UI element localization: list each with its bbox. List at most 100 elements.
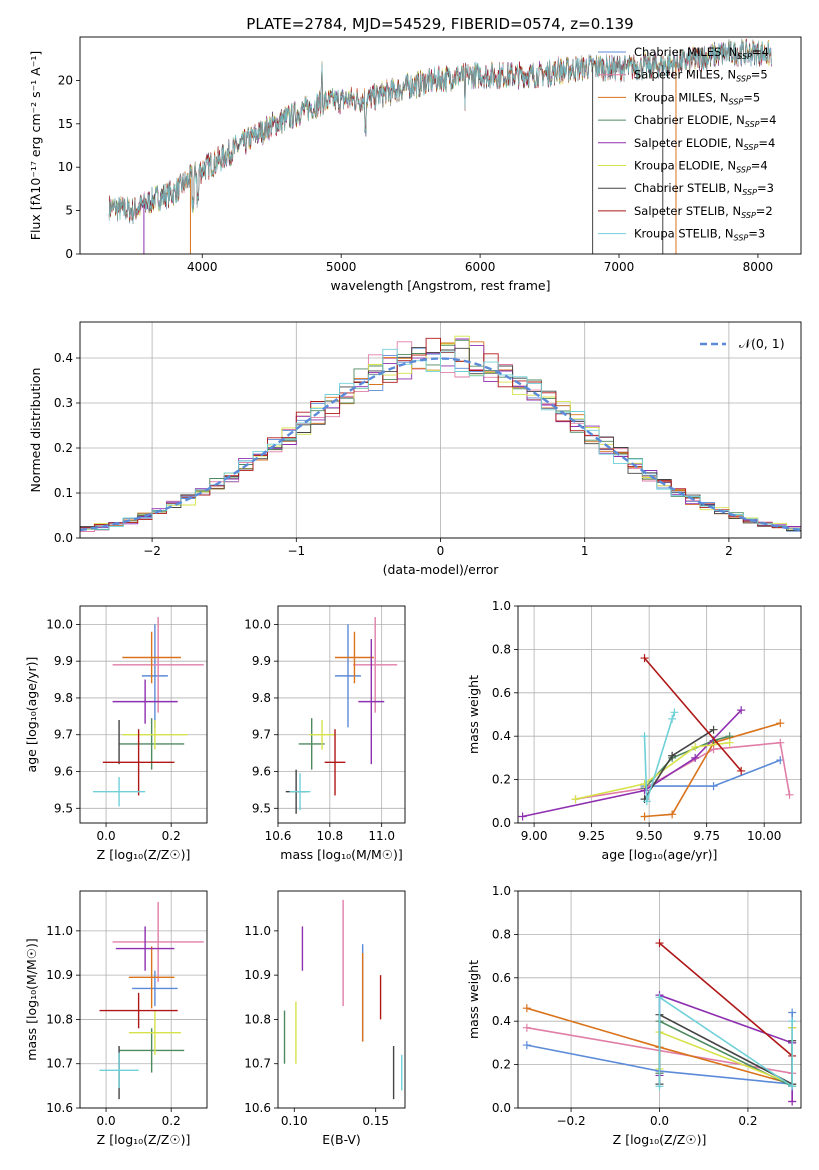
mass-weight-marker <box>788 1017 797 1026</box>
y-axis-label: mass weight <box>466 960 481 1039</box>
y-tick-label: 0.2 <box>492 1058 511 1072</box>
x-tick-label: 9.50 <box>636 829 663 843</box>
legend-label-sub: SSP <box>741 211 756 220</box>
mass-weight-marker <box>668 810 677 819</box>
y-tick-label: 0.3 <box>54 396 73 410</box>
x-tick-label: −1 <box>287 544 305 558</box>
y-tick-label: 0 <box>65 247 73 261</box>
y-tick-label: 10.7 <box>46 1057 73 1071</box>
mass-weight-marker <box>522 1023 531 1032</box>
x-axis-label: Z [log₁₀(Z/Z☉)] <box>97 847 191 862</box>
x-axis-label: mass [log₁₀(M/M☉)] <box>280 847 402 862</box>
mass-weight-line <box>522 709 742 818</box>
y-tick-label: 1.0 <box>492 599 511 613</box>
x-tick-label: 10.00 <box>747 829 781 843</box>
legend-label-text: Salpeter ELODIE, N <box>634 136 744 150</box>
y-tick-label: 9.5 <box>252 801 271 815</box>
y-tick-label: 0.0 <box>492 816 511 830</box>
legend-label-text: Chabrier MILES, N <box>634 45 737 59</box>
axes-frame <box>517 890 802 1109</box>
y-tick-label: 10.0 <box>244 617 271 631</box>
y-tick-label: 0.2 <box>54 441 73 455</box>
mass-weight-marker <box>691 743 700 752</box>
y-axis-label: mass weight <box>466 675 481 754</box>
mass-weight-marker <box>640 732 649 741</box>
mass-weight-line <box>644 759 781 787</box>
y-tick-label: 9.9 <box>54 654 73 668</box>
mass-weight-marker <box>655 1082 664 1091</box>
legend-label-suffix: =4 <box>758 136 775 150</box>
mass-weight-line <box>658 995 793 1088</box>
y-tick-label: 10.9 <box>244 968 271 982</box>
x-tick-label: 10.8 <box>316 829 343 843</box>
mass-weight-marker <box>788 1082 797 1091</box>
legend-label-sub: SSP <box>744 143 759 152</box>
axes-frame <box>79 890 208 1109</box>
mass-weight-line <box>643 729 715 800</box>
mass-weight-line <box>644 722 781 818</box>
x-axis-label: wavelength [Angstrom, rest frame] <box>330 278 550 293</box>
y-tick-label: 9.6 <box>54 765 73 779</box>
legend-label: Chabrier STELIB, NSSP=3 <box>634 181 774 197</box>
y-tick-label: 0.8 <box>492 927 511 941</box>
y-tick-label: 10.6 <box>244 1101 271 1115</box>
y-tick-label: 5 <box>65 204 73 218</box>
y-axis-label: age [log₁₀(age/yr)] <box>24 657 39 773</box>
axes-frame <box>79 605 208 824</box>
normal-curve <box>80 357 801 532</box>
legend-label: Chabrier MILES, NSSP=4 <box>634 45 769 61</box>
y-tick-label: 10.9 <box>46 968 73 982</box>
legend-label-sub: SSP <box>745 120 760 129</box>
mass-weight-marker <box>709 725 718 734</box>
legend-label: Salpeter STELIB, NSSP=2 <box>634 204 773 220</box>
axes-frame <box>277 890 406 1109</box>
y-tick-label: 9.8 <box>252 691 271 705</box>
y-tick-label: 0.4 <box>492 729 511 743</box>
legend-label: 𝒩(0, 1) <box>739 336 785 351</box>
y-axis-label: Flux [fλ10⁻¹⁷ erg cm⁻² s⁻¹ A⁻¹] <box>28 51 43 240</box>
axes-frame <box>79 36 802 255</box>
legend-label-sub: SSP <box>736 75 751 84</box>
x-tick-label: 9.25 <box>578 829 605 843</box>
x-axis-label: Z [log₁₀(Z/Z☉)] <box>97 1132 191 1147</box>
axes-frame <box>277 605 406 824</box>
legend-label-suffix: =5 <box>751 68 768 82</box>
y-tick-label: 11.0 <box>46 924 73 938</box>
mass-weight-marker <box>670 708 679 717</box>
legend-label-text: Salpeter MILES, N <box>634 68 736 82</box>
x-tick-label: 7000 <box>604 260 635 274</box>
mass-weight-line <box>643 712 676 802</box>
x-axis-label: E(B-V) <box>322 1132 361 1147</box>
legend-label-text: Kroupa MILES, N <box>634 90 729 104</box>
y-axis-label: mass [log₁₀(M/M☉)] <box>24 938 39 1060</box>
y-tick-label: 15 <box>58 117 73 131</box>
y-tick-label: 0.0 <box>54 531 73 545</box>
mass-weight-marker <box>522 1004 531 1013</box>
legend-label: Chabrier ELODIE, NSSP=4 <box>634 113 776 129</box>
legend-label-sub: SSP <box>729 97 744 106</box>
x-tick-label: 0.0 <box>97 829 116 843</box>
legend-label-suffix: =4 <box>752 45 769 59</box>
y-tick-label: 0.6 <box>492 971 511 985</box>
y-tick-label: 10.6 <box>46 1101 73 1115</box>
x-tick-label: 6000 <box>465 260 496 274</box>
legend-label-suffix: =2 <box>756 204 773 218</box>
mass-weight-marker <box>668 714 677 723</box>
x-tick-label: 8000 <box>743 260 774 274</box>
errorbar-group <box>93 617 204 807</box>
legend-label-sub: SSP <box>734 234 749 243</box>
mass-weight-marker <box>709 782 718 791</box>
x-tick-label: 0.2 <box>162 829 181 843</box>
y-tick-label: 9.8 <box>54 691 73 705</box>
x-tick-label: 5000 <box>326 260 357 274</box>
mass-weight-group <box>522 939 797 1106</box>
x-tick-label: 0 <box>437 544 445 558</box>
mass-weight-line <box>575 741 791 800</box>
y-tick-label: 0.4 <box>492 1014 511 1028</box>
mass-weight-marker <box>668 751 677 760</box>
legend-label: Salpeter MILES, NSSP=5 <box>634 68 768 84</box>
spectrum-series <box>108 39 772 224</box>
legend-label-text: Chabrier ELODIE, N <box>634 113 745 127</box>
y-tick-label: 0.6 <box>492 686 511 700</box>
